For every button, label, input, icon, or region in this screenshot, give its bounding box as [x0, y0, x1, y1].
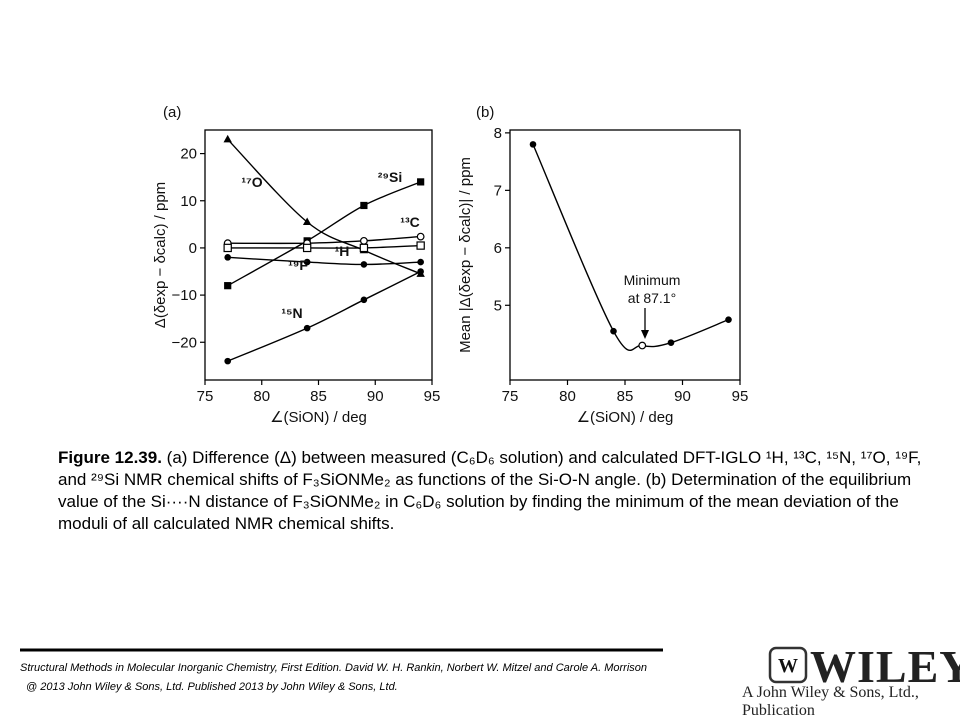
marker [223, 243, 232, 253]
series-line [227, 235, 421, 245]
series-label: ¹⁵N [281, 305, 302, 321]
marker [417, 178, 425, 186]
marker [529, 141, 537, 148]
logo: WILEY [810, 641, 960, 692]
x-tick-label: 95 [424, 388, 441, 405]
svg-text:W: W [778, 655, 798, 677]
annotation: at 87.1° [628, 290, 676, 306]
x-axis-label: ∠(SiON) / deg [577, 409, 674, 426]
marker [725, 316, 732, 323]
plot-frame [509, 129, 741, 381]
annotation-arrowhead [641, 330, 649, 339]
y-tick-label: 8 [494, 125, 502, 142]
x-tick-label: 85 [617, 388, 634, 405]
y-tick-label: 5 [494, 297, 502, 314]
citation-line: Structural Methods in Molecular Inorgani… [20, 662, 647, 674]
marker [224, 357, 231, 365]
marker [359, 243, 369, 253]
series-label: ¹⁹F [288, 257, 308, 273]
plot-frame [204, 129, 433, 381]
series-line [227, 138, 421, 275]
marker [360, 236, 368, 245]
marker [667, 339, 675, 346]
series-line [227, 244, 421, 249]
tagline: A John Wiley & Sons, Ltd., Publication [742, 684, 919, 719]
marker [360, 201, 368, 210]
marker [303, 258, 311, 266]
y-tick-label: 7 [494, 182, 502, 199]
marker [224, 282, 232, 290]
x-tick-label: 90 [367, 388, 384, 405]
marker [302, 243, 312, 253]
y-tick-label: −10 [172, 287, 197, 304]
y-axis-label: Δ(δexp − δcalc) / ppm [152, 182, 169, 328]
x-tick-label: 95 [732, 388, 749, 405]
y-tick-label: −20 [172, 334, 197, 351]
marker [303, 324, 311, 332]
series-label: ¹⁷O [241, 174, 262, 190]
marker [302, 217, 312, 225]
marker [223, 134, 232, 143]
wiley-emblem: W [768, 646, 808, 684]
x-axis-label: ∠(SiON) / deg [270, 409, 367, 426]
y-tick-label: 20 [180, 146, 197, 163]
caption: Figure 12.39. (a) Difference (Δ) between… [58, 447, 923, 535]
series-line [227, 256, 421, 266]
panel-label: (a) [163, 104, 181, 121]
marker [360, 261, 368, 268]
x-tick-label: 90 [674, 388, 691, 405]
marker [224, 254, 231, 261]
x-tick-label: 80 [559, 388, 576, 405]
marker [360, 296, 368, 304]
y-tick-label: 0 [189, 240, 197, 257]
series-label: ²⁹Si [378, 169, 403, 185]
citation: Structural Methods in Molecular Inorgani… [20, 659, 647, 697]
marker [416, 241, 425, 250]
series-label: ¹³C [400, 214, 419, 230]
marker [416, 232, 425, 241]
citation-line: @ 2013 John Wiley & Sons, Ltd. Published… [26, 681, 398, 693]
series-line [227, 270, 421, 362]
x-tick-label: 75 [197, 388, 214, 405]
y-tick-label: 10 [180, 193, 197, 210]
series-label: ¹H [335, 243, 350, 259]
series-line [227, 181, 421, 287]
annotation: Minimum [624, 272, 681, 288]
y-tick-label: 6 [494, 240, 502, 257]
marker [638, 341, 647, 350]
caption-label: Figure 12.39. [58, 448, 162, 467]
x-tick-label: 85 [310, 388, 327, 405]
x-tick-label: 75 [502, 388, 519, 405]
marker [417, 258, 424, 266]
series-line [532, 144, 729, 351]
y-axis-label: Mean |Δ(δexp − δcalc)| / ppm [457, 157, 474, 353]
marker [417, 268, 424, 275]
panel-label: (b) [476, 104, 494, 121]
marker [610, 327, 617, 335]
x-tick-label: 80 [253, 388, 270, 405]
caption-text: (a) Difference (Δ) between measured (C₆D… [58, 448, 922, 533]
